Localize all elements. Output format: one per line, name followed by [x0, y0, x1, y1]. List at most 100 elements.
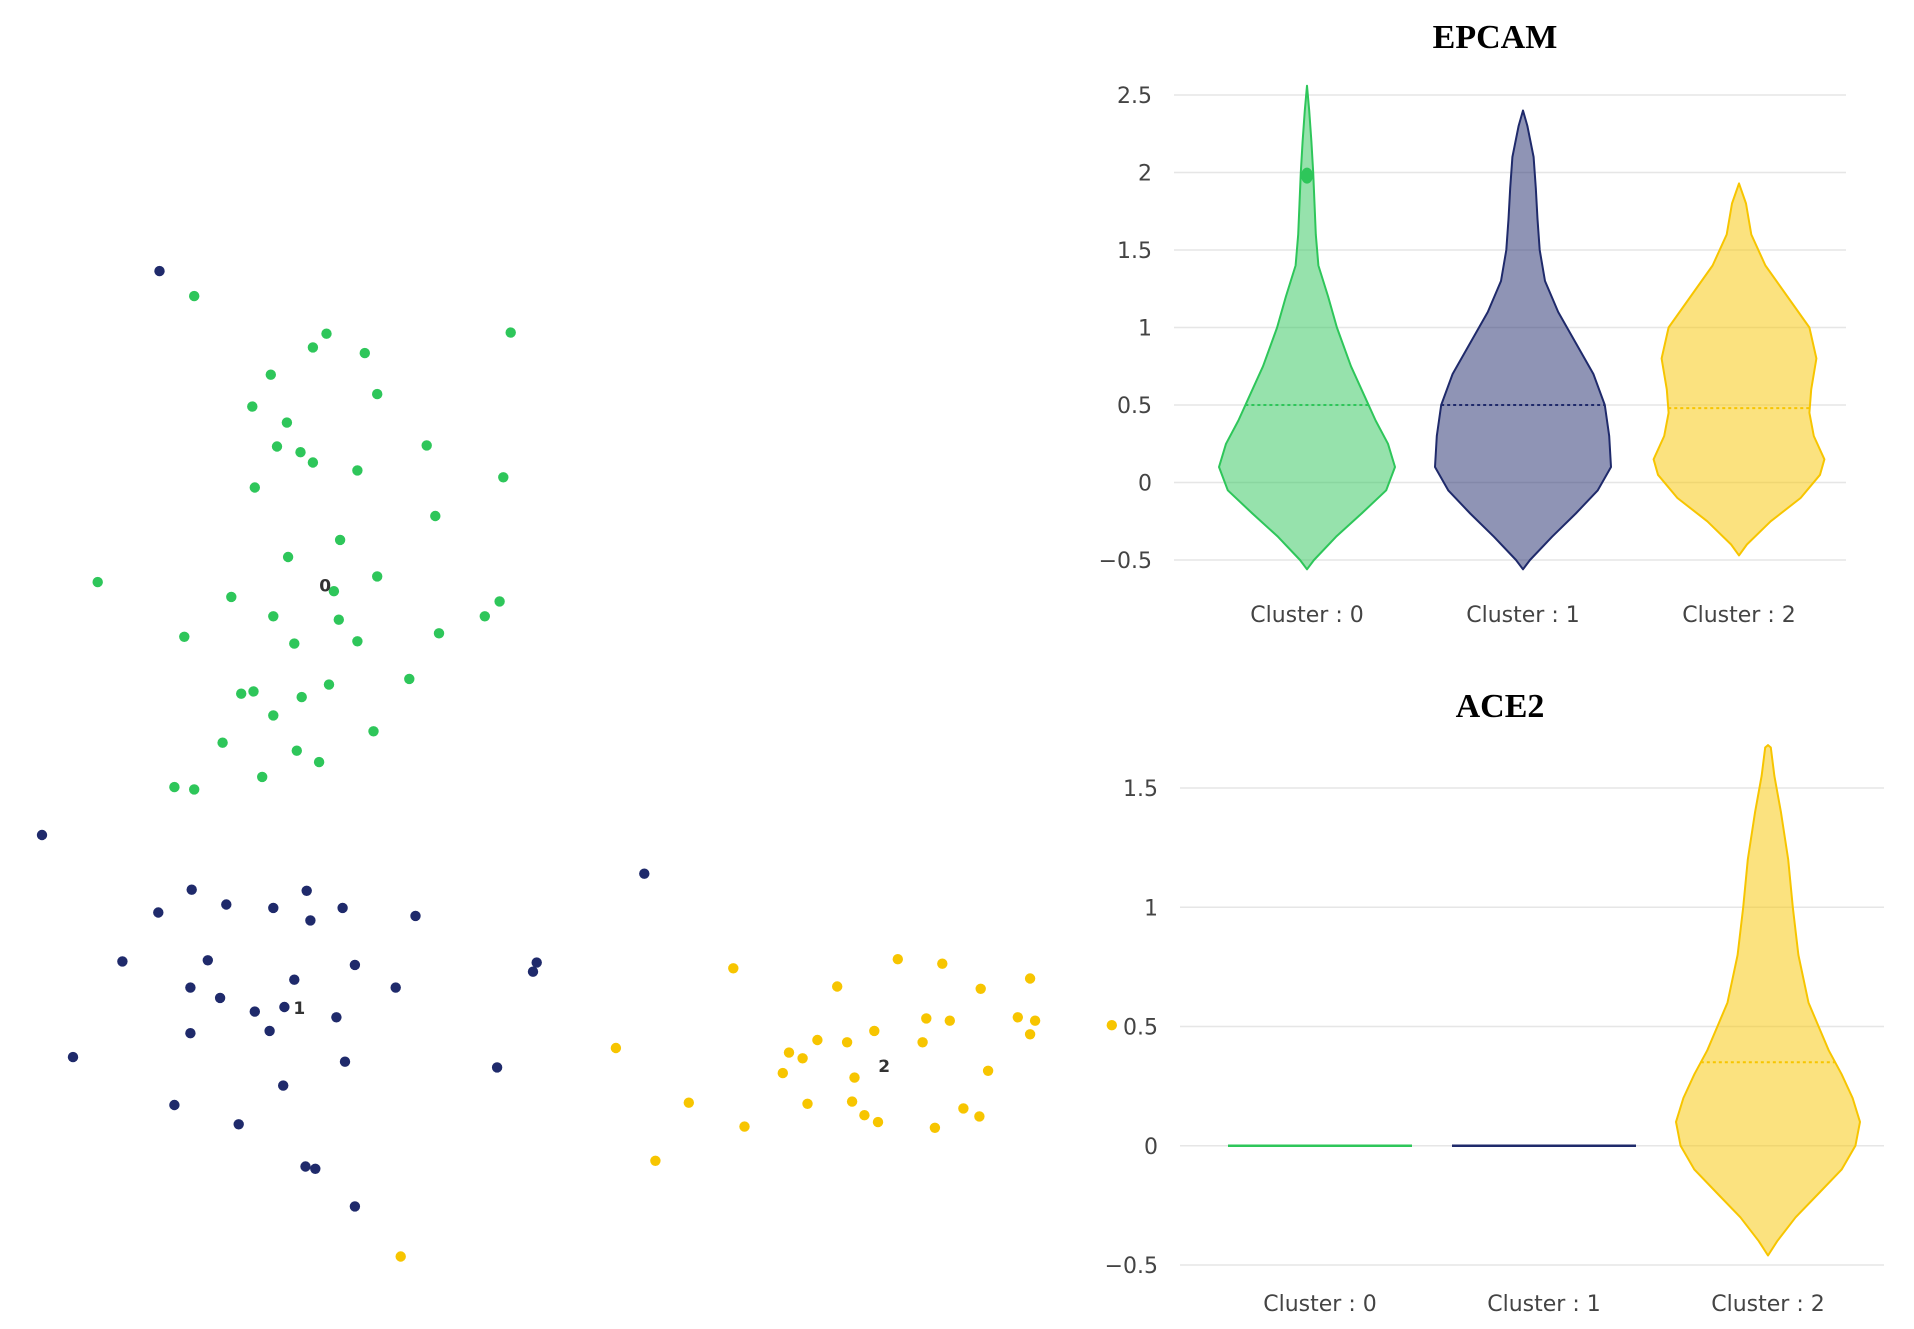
y-tick-label: 0	[1144, 1135, 1158, 1160]
scatter-point-cluster-0	[323, 679, 335, 690]
scatter-point-cluster-0	[505, 327, 516, 338]
scatter-point-cluster-0	[307, 457, 319, 468]
scatter-point-cluster-1	[349, 959, 361, 971]
scatter-point-cluster-0	[189, 290, 200, 302]
scatter-point-cluster-0	[217, 737, 228, 748]
scatter-point-cluster-2	[982, 1065, 994, 1077]
scatter-point-cluster-2	[841, 1037, 853, 1048]
ace2-y-ticks: 1.5 1 0.5 0 −0.5	[1105, 777, 1158, 1279]
scatter-point-cluster-0	[281, 417, 293, 428]
scatter-point-cluster-1	[186, 884, 197, 895]
ace2-title: ACE2	[1456, 688, 1545, 725]
scatter-point-cluster-2	[797, 1053, 808, 1064]
scatter-point-cluster-0	[271, 441, 283, 452]
ace2-x-ticks: Cluster : 0 Cluster : 1 Cluster : 2	[1263, 1292, 1824, 1317]
ace2-violin-plot: ACE2 1.5 1 0.5 0 −0.5 Cluster : 0 Cluster : 1…	[1105, 688, 1884, 1317]
scatter-point-cluster-0	[291, 745, 302, 756]
scatter-point-cluster-1	[278, 1080, 289, 1091]
scatter-point-cluster-0	[479, 611, 490, 622]
scatter-point-cluster-1	[300, 1161, 311, 1172]
scatter-point-cluster-0	[313, 756, 325, 768]
y-tick-label: 1.5	[1117, 239, 1152, 264]
scatter-point-cluster-0	[352, 636, 363, 647]
ace2-violins	[1228, 744, 1861, 1257]
scatter-point-cluster-2	[958, 1103, 969, 1114]
scatter-point-cluster-2	[892, 954, 903, 965]
scatter-point-cluster-2	[832, 981, 843, 992]
violin-body	[1434, 109, 1612, 571]
scatter-point-cluster-1	[202, 955, 213, 966]
scatter-point-cluster-1	[305, 915, 316, 926]
scatter-point-cluster-0	[372, 571, 383, 582]
x-category-label: Cluster : 0	[1250, 603, 1363, 628]
scatter-point-cluster-1	[185, 1028, 196, 1039]
scatter-point-cluster-2	[974, 1111, 985, 1122]
scatter-point-cluster-1	[249, 1006, 260, 1017]
violin-outlier-point	[1301, 167, 1313, 184]
scatter-point-cluster-1	[169, 1099, 180, 1111]
scatter-point-cluster-2	[1024, 973, 1036, 984]
scatter-point-cluster-2	[937, 958, 948, 969]
y-tick-label: −0.5	[1099, 549, 1152, 574]
x-category-label: Cluster : 2	[1711, 1292, 1824, 1317]
x-category-label: Cluster : 1	[1487, 1292, 1600, 1317]
scatter-point-cluster-2	[802, 1098, 813, 1110]
scatter-point-cluster-1	[233, 1119, 244, 1130]
cluster-label: 1	[293, 999, 305, 1019]
scatter-point-cluster-0	[372, 388, 383, 400]
scatter-point-cluster-0	[268, 710, 279, 721]
scatter-point-cluster-2	[395, 1251, 406, 1262]
scatter-point-cluster-0	[295, 447, 306, 458]
scatter-point-cluster-1	[410, 910, 421, 922]
scatter-point-cluster-0	[359, 347, 370, 359]
scatter-point-cluster-0	[282, 551, 294, 563]
scatter-point-cluster-1	[264, 1025, 275, 1037]
y-tick-label: 1	[1144, 896, 1158, 921]
scatter-point-cluster-1	[390, 982, 401, 993]
scatter-point-cluster-1	[67, 1051, 79, 1063]
y-tick-label: 2	[1138, 162, 1152, 187]
violin-body	[1675, 744, 1861, 1257]
epcam-violins	[1218, 84, 1826, 571]
scatter-point-cluster-0	[333, 614, 344, 625]
scatter-point-cluster-0	[421, 440, 432, 451]
scatter-point-cluster-2	[975, 983, 986, 994]
cluster-scatter-plot: 0 1 2	[36, 265, 1118, 1262]
scatter-point-cluster-2	[739, 1121, 750, 1132]
scatter-point-cluster-1	[117, 956, 128, 967]
cluster-label: 2	[878, 1057, 890, 1077]
scatter-point-cluster-1	[339, 1056, 351, 1067]
violin-body	[1218, 84, 1396, 571]
scatter-point-cluster-2	[846, 1096, 858, 1107]
scatter-point-cluster-2	[1029, 1015, 1041, 1026]
scatter-point-cluster-2	[849, 1072, 860, 1083]
scatter-point-cluster-0	[249, 482, 260, 493]
epcam-violin-plot: EPCAM 2.521.510.50−0.5 Cluster : 0 Cluste…	[1099, 19, 1846, 628]
y-tick-label: 1	[1138, 317, 1152, 342]
scatter-point-cluster-1	[491, 1062, 503, 1073]
scatter-point-cluster-1	[185, 982, 196, 993]
scatter-point-cluster-1	[301, 885, 312, 896]
scatter-point-cluster-0	[433, 628, 445, 639]
scatter-point-cluster-2	[1106, 1019, 1118, 1031]
scatter-point-cluster-1	[331, 1012, 342, 1023]
scatter-point-cluster-2	[917, 1037, 928, 1048]
scatter-point-cluster-0	[236, 688, 247, 699]
scatter-point-cluster-1	[153, 907, 164, 918]
scatter-point-cluster-2	[921, 1013, 932, 1024]
scatter-point-cluster-0	[189, 784, 200, 795]
scatter-point-cluster-2	[783, 1047, 795, 1058]
scatter-point-cluster-0	[404, 673, 415, 685]
scatter-point-cluster-0	[368, 726, 379, 737]
scatter-point-cluster-1	[310, 1163, 321, 1175]
scatter-point-cluster-0	[169, 781, 180, 793]
scatter-point-cluster-1	[279, 1001, 290, 1013]
scatter-point-cluster-0	[307, 342, 319, 353]
scatter-point-cluster-1	[349, 1201, 361, 1212]
scatter-point-cluster-0	[296, 691, 307, 703]
y-tick-label: 0.5	[1123, 1016, 1158, 1041]
y-tick-label: 1.5	[1123, 777, 1158, 802]
scatter-point-cluster-2	[777, 1067, 788, 1079]
scatter-point-cluster-2	[944, 1015, 955, 1026]
